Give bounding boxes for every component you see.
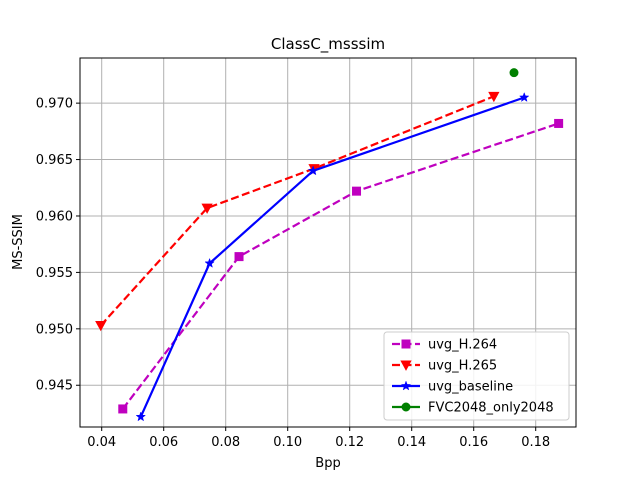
ticks: 0.04 0.06 0.08 0.10 0.12 0.14 0.16 0.18 0.945 0.9… <box>36 97 550 450</box>
data-point <box>509 68 519 78</box>
y-axis-label: MS-SSIM <box>11 214 26 270</box>
y-tick-label: 0.945 <box>36 379 73 394</box>
legend-marker <box>401 339 411 349</box>
data-point <box>135 411 147 422</box>
x-tick-label: 0.04 <box>87 435 116 450</box>
legend-box <box>383 331 570 421</box>
legend-item: uvg_baseline <box>392 380 513 395</box>
chart-title: ClassC_msssim <box>271 35 385 54</box>
data-point <box>307 165 319 176</box>
data-point <box>95 320 107 332</box>
y-tick-label: 0.965 <box>36 153 73 168</box>
grid <box>80 58 576 427</box>
legend-label: FVC2048_only2048 <box>428 401 554 416</box>
x-tick-label: 0.06 <box>149 435 178 450</box>
x-tick-label: 0.14 <box>397 435 426 450</box>
legend-marker <box>401 402 411 412</box>
y-tick-label: 0.960 <box>36 209 73 224</box>
x-tick-label: 0.18 <box>521 435 550 450</box>
series-line <box>121 122 559 410</box>
legend-item: uvg_H.264 <box>392 338 497 353</box>
series-line <box>139 96 525 418</box>
y-tick-label: 0.970 <box>36 97 73 112</box>
legend-marker <box>400 380 412 391</box>
y-tick-label: 0.955 <box>36 266 73 281</box>
data-point <box>234 252 244 262</box>
legend-label: uvg_H.264 <box>428 338 497 353</box>
x-tick-label: 0.08 <box>211 435 240 450</box>
legend-item: FVC2048_only2048 <box>392 401 554 416</box>
legend-label: uvg_H.265 <box>428 359 497 374</box>
series-line <box>99 95 495 327</box>
y-tick-label: 0.950 <box>36 322 73 337</box>
plot-frame <box>79 57 577 428</box>
x-tick-label: 0.12 <box>335 435 364 450</box>
legend-label: uvg_baseline <box>428 380 513 395</box>
data-point <box>518 91 530 102</box>
series-4 <box>509 68 519 78</box>
data-point <box>488 91 500 103</box>
x-tick-label: 0.16 <box>459 435 488 450</box>
series-3 <box>135 91 530 422</box>
data-point <box>352 186 362 196</box>
data-point <box>204 257 215 268</box>
data-point <box>118 404 128 414</box>
legend-marker <box>400 360 412 371</box>
legend: uvg_H.264 uvg_H.265 uvg_baseline FVC2048_on… <box>383 331 570 421</box>
legend-item: uvg_H.265 <box>392 359 497 374</box>
series-1 <box>118 118 564 414</box>
series-layer <box>95 68 564 422</box>
data-point <box>554 118 564 128</box>
data-point <box>201 203 213 214</box>
x-axis-label: Bpp <box>315 456 340 471</box>
x-tick-label: 0.10 <box>273 435 302 450</box>
